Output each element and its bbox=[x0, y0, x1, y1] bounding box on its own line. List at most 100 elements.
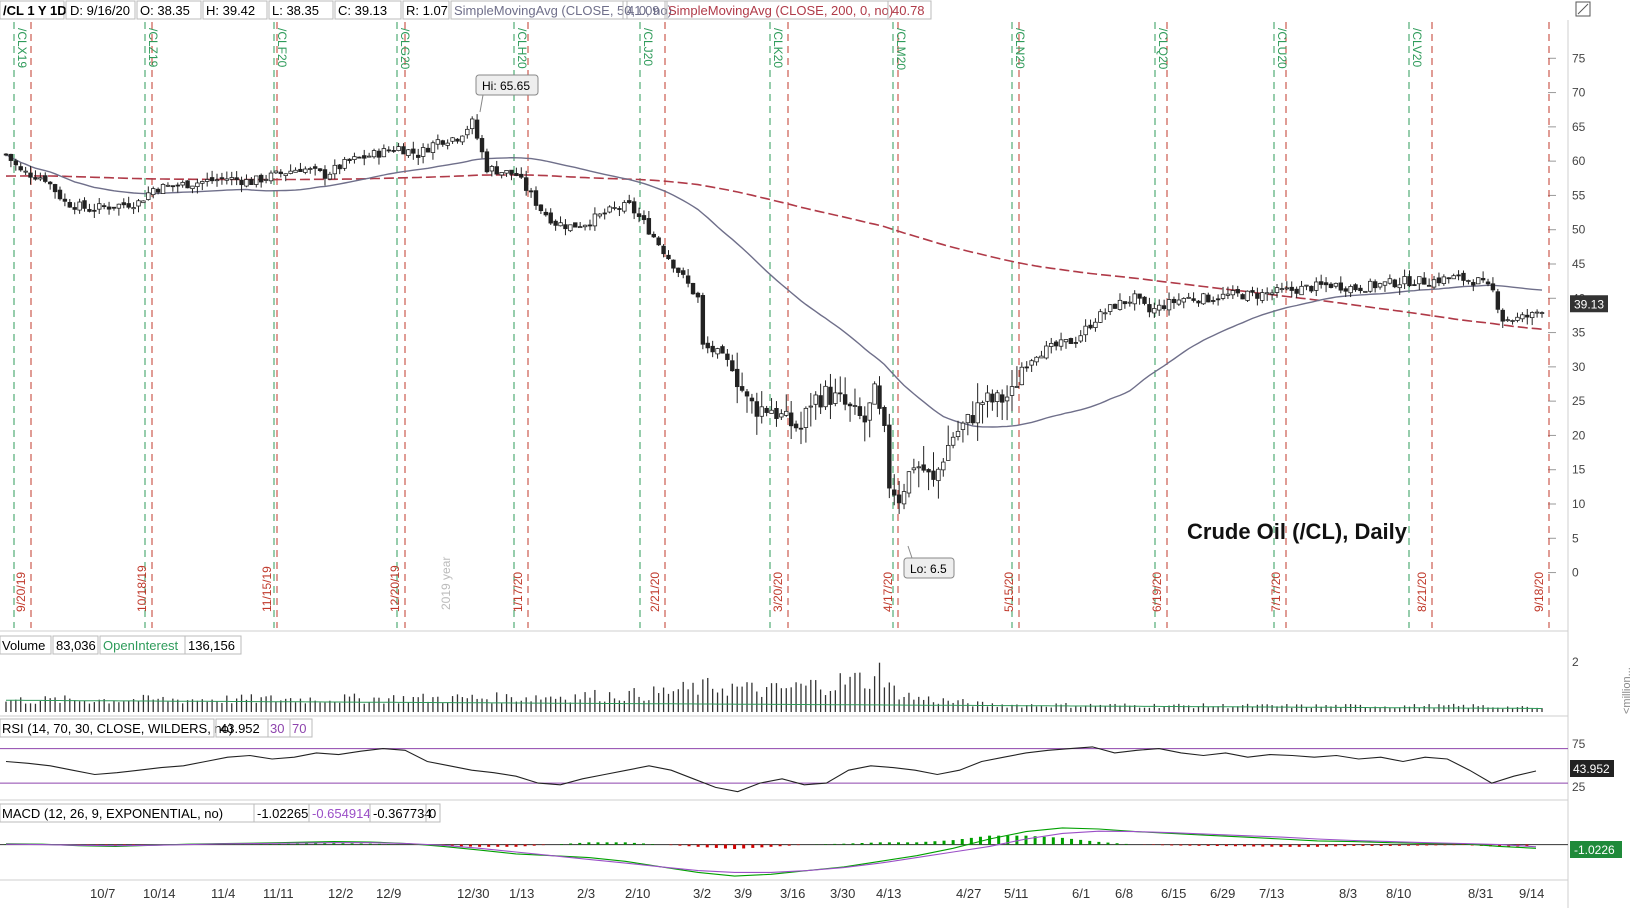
expiry-date-label: 8/21/20 bbox=[1415, 572, 1429, 612]
candle-body bbox=[293, 169, 298, 173]
candle-body bbox=[965, 414, 971, 424]
candle-body bbox=[955, 430, 961, 438]
candle-body bbox=[676, 267, 681, 273]
rsi-current-tag: 43.952 bbox=[1573, 762, 1610, 776]
candle-body bbox=[749, 397, 755, 402]
candle-body bbox=[1083, 325, 1088, 336]
rsi-label[interactable]: RSI (14, 70, 30, CLOSE, WILDERS, no) bbox=[2, 721, 233, 736]
candle-body bbox=[1446, 277, 1451, 280]
candle-body bbox=[573, 222, 578, 228]
candle-body bbox=[533, 190, 539, 206]
candle-body bbox=[499, 172, 504, 176]
candle-body bbox=[1024, 366, 1029, 369]
sma50-value: 41.09 bbox=[627, 3, 660, 18]
candle-body bbox=[101, 205, 107, 208]
candle-body bbox=[872, 383, 877, 405]
candle-body bbox=[1196, 300, 1201, 304]
candle-body bbox=[1049, 343, 1054, 347]
expiry-date-label: 9/18/20 bbox=[1532, 572, 1546, 612]
candle-body bbox=[342, 159, 347, 169]
sma50-label[interactable]: SimpleMovingAvg (CLOSE, 50, 0, no) bbox=[454, 3, 672, 18]
candle-body bbox=[33, 177, 38, 180]
rsi-line bbox=[5, 746, 1537, 793]
candle-body bbox=[793, 423, 799, 429]
candle-body bbox=[312, 166, 318, 169]
time-axis-label: 2/10 bbox=[625, 886, 650, 901]
candle-body bbox=[484, 151, 490, 173]
candle-body bbox=[160, 184, 166, 194]
candle-body bbox=[519, 173, 524, 178]
candle-body bbox=[308, 168, 313, 170]
candle-body bbox=[401, 146, 406, 155]
volume-axis-tick: 2 bbox=[1572, 655, 1579, 669]
candle-body bbox=[882, 407, 887, 426]
open-interest-line bbox=[6, 699, 1542, 709]
sma200-label[interactable]: SimpleMovingAvg (CLOSE, 200, 0, no) bbox=[668, 3, 893, 18]
candle-body bbox=[538, 204, 544, 212]
candle-body bbox=[759, 406, 764, 417]
contract-label: /CLJ20 bbox=[641, 28, 655, 66]
macd-line bbox=[5, 827, 1537, 877]
open-interest-series bbox=[6, 699, 1542, 709]
candle-body bbox=[852, 405, 858, 407]
macd-current-tag: -1.0226 bbox=[1574, 843, 1615, 857]
candle-body bbox=[1176, 299, 1182, 305]
expiry-date-labels: 9/20/19 10/18/19 11/15/19 12/20/19 1/17/20 2/… bbox=[14, 565, 1546, 612]
expiry-date-label: 12/20/19 bbox=[388, 565, 402, 612]
symbol-label[interactable]: /CL 1 Y 1D bbox=[3, 3, 67, 18]
candle-body bbox=[406, 149, 411, 156]
candle-body bbox=[1088, 324, 1093, 329]
candle-body bbox=[72, 207, 77, 210]
candle-body bbox=[1520, 314, 1525, 320]
candle-body bbox=[317, 168, 323, 171]
candle-body bbox=[641, 215, 647, 221]
contract-label: /CLU20 bbox=[1275, 28, 1289, 69]
candle-body bbox=[263, 179, 269, 181]
rsi-plot bbox=[0, 746, 1568, 793]
candle-body bbox=[1152, 308, 1157, 314]
rsi-value: 43.952 bbox=[220, 721, 260, 736]
candle-body bbox=[435, 139, 441, 145]
candle-body bbox=[685, 275, 691, 284]
macd-plot bbox=[0, 827, 1568, 877]
candle-body bbox=[671, 259, 676, 269]
contract-label: /CLM20 bbox=[894, 28, 908, 70]
candle-body bbox=[528, 190, 534, 193]
candle-body bbox=[1515, 316, 1520, 321]
macd-label[interactable]: MACD (12, 26, 9, EXPONENTIAL, no) bbox=[2, 806, 223, 821]
candle-body bbox=[1157, 304, 1162, 311]
candle-body bbox=[1274, 287, 1280, 293]
last-price-tag: 39.13 bbox=[1570, 295, 1608, 313]
candle-body bbox=[1117, 299, 1123, 310]
open-interest-label[interactable]: OpenInterest bbox=[103, 638, 179, 653]
time-axis-label: 11/11 bbox=[263, 886, 294, 901]
candle-body bbox=[970, 415, 975, 424]
candle-body bbox=[1255, 293, 1260, 299]
time-axis-label: 10/7 bbox=[90, 886, 115, 901]
volume-label[interactable]: Volume bbox=[2, 638, 45, 653]
time-axis-label: 12/30 bbox=[457, 886, 490, 901]
settings-icon[interactable] bbox=[1575, 1, 1591, 17]
time-axis-label: 3/2 bbox=[693, 886, 711, 901]
candle-body bbox=[548, 212, 553, 224]
price-tick-label: 15 bbox=[1572, 463, 1586, 477]
candle-body bbox=[779, 413, 784, 418]
candle-body bbox=[249, 178, 254, 185]
time-axis-label: 4/27 bbox=[956, 886, 981, 901]
candle-body bbox=[1107, 304, 1113, 312]
candle-body bbox=[877, 385, 882, 409]
candle-body bbox=[1220, 293, 1226, 299]
candle-body bbox=[1397, 284, 1402, 289]
candle-body bbox=[1323, 282, 1329, 286]
candle-body bbox=[1014, 386, 1020, 388]
candle-body bbox=[47, 181, 53, 185]
price-tick-label: 50 bbox=[1572, 223, 1586, 237]
time-axis-label: 4/13 bbox=[876, 886, 901, 901]
chart-title: Crude Oil (/CL), Daily bbox=[1187, 519, 1408, 544]
candle-body bbox=[558, 222, 563, 227]
candle-body bbox=[469, 118, 475, 130]
candle-body bbox=[175, 184, 180, 187]
symbol-box bbox=[0, 0, 65, 20]
candle-body bbox=[347, 158, 352, 162]
expiry-date-label: 6/19/20 bbox=[1150, 572, 1164, 612]
